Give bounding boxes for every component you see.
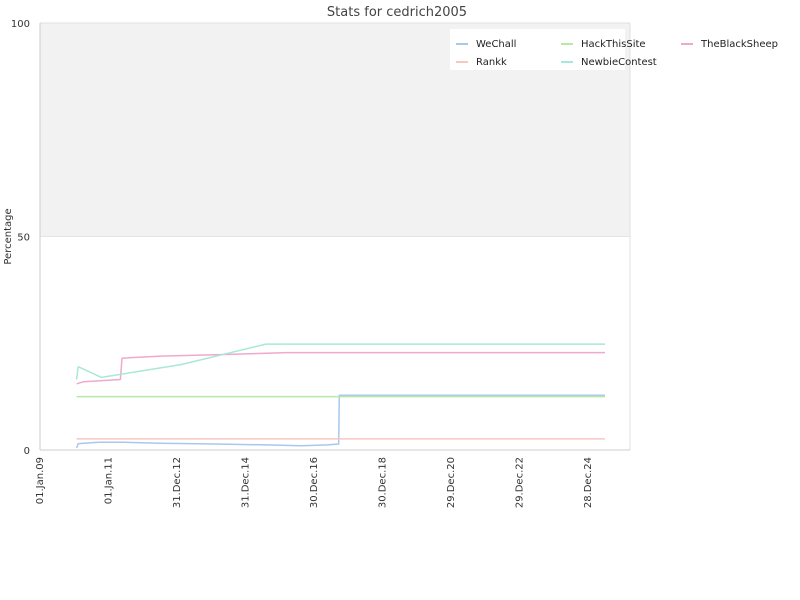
chart-title: Stats for cedrich2005 xyxy=(327,5,467,20)
series-line-theblacksheep xyxy=(76,351,605,385)
x-tick-label: 29.Dec.20 xyxy=(446,457,457,508)
legend-background xyxy=(450,29,625,70)
legend-label: NewbieContest xyxy=(581,57,657,68)
series-line-newbiecontest xyxy=(75,343,605,380)
x-tick-label: 30.Dec.18 xyxy=(378,457,389,508)
x-tick-label: 31.Dec.12 xyxy=(172,457,183,508)
x-tick-label: 29.Dec.22 xyxy=(515,457,526,508)
y-tick-label: 100 xyxy=(11,19,30,30)
legend-label: WeChall xyxy=(476,39,516,50)
x-tick-labels: 01.Jan.09 01.Jan.11 31.Dec.12 31.Dec.14 30.D… xyxy=(35,457,594,508)
x-tick-label: 30.Dec.16 xyxy=(309,457,320,508)
series-lines xyxy=(75,343,605,449)
x-tick-label: 01.Jan.09 xyxy=(35,457,46,504)
legend-label: TheBlackSheep xyxy=(700,39,778,50)
y-tick-label: 0 xyxy=(24,446,30,457)
x-tick-label: 28.Dec.24 xyxy=(583,457,594,508)
y-tick-labels: 0 50 100 xyxy=(11,19,30,457)
legend-label: HackThisSite xyxy=(581,39,646,50)
legend: WeChall HackThisSite TheBlackSheep Rankk New… xyxy=(450,29,778,70)
x-tick-label: 01.Jan.11 xyxy=(104,457,115,504)
series-line-wechall xyxy=(75,394,605,449)
legend-label: Rankk xyxy=(476,57,507,68)
y-axis-label: Percentage xyxy=(3,208,14,264)
y-tick-label: 50 xyxy=(17,233,30,244)
x-tick-label: 31.Dec.14 xyxy=(241,457,252,508)
